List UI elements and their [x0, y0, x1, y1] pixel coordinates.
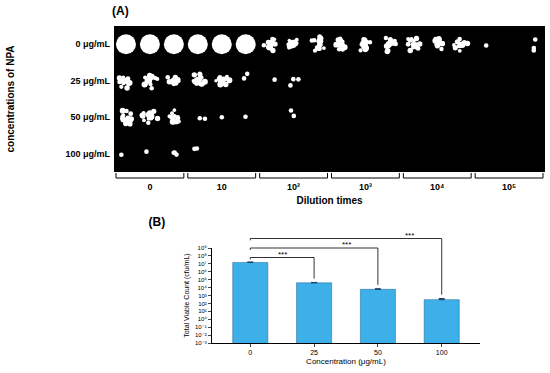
svg-text:10⁴: 10⁴ [198, 285, 208, 291]
svg-text:0: 0 [147, 182, 152, 192]
svg-text:concentrations of NPA: concentrations of NPA [5, 45, 16, 152]
svg-text:Dilution times: Dilution times [296, 195, 363, 206]
svg-text:10⁹: 10⁹ [198, 245, 208, 251]
svg-text:50 μg/mL: 50 μg/mL [70, 112, 110, 122]
svg-text:10⁷: 10⁷ [198, 261, 207, 267]
svg-text:25 μg/mL: 25 μg/mL [70, 76, 110, 86]
svg-text:25: 25 [310, 349, 318, 356]
svg-text:(A): (A) [112, 4, 129, 18]
svg-text:Total Viable Count (cfu/mL): Total Viable Count (cfu/mL) [183, 253, 191, 337]
svg-text:10²: 10² [198, 301, 207, 307]
svg-text:10⁰: 10⁰ [198, 316, 208, 322]
svg-text:100: 100 [436, 349, 448, 356]
svg-text:10⁵: 10⁵ [198, 277, 208, 283]
svg-text:50: 50 [374, 349, 382, 356]
svg-text:10¹: 10¹ [198, 308, 207, 314]
svg-text:0 μg/mL: 0 μg/mL [75, 39, 110, 49]
svg-text:10⁻¹: 10⁻¹ [195, 324, 207, 330]
svg-text:10⁸: 10⁸ [198, 253, 208, 259]
svg-text:100 μg/mL: 100 μg/mL [65, 149, 110, 159]
svg-text:***: *** [278, 250, 287, 259]
svg-text:10³: 10³ [198, 293, 207, 299]
svg-text:10⁻²: 10⁻² [195, 332, 207, 338]
svg-text:10²: 10² [287, 182, 300, 192]
svg-text:10: 10 [217, 182, 227, 192]
svg-text:10⁻³: 10⁻³ [195, 340, 207, 346]
svg-text:0: 0 [248, 349, 252, 356]
svg-text:10⁵: 10⁵ [502, 182, 516, 192]
svg-text:10⁴: 10⁴ [430, 182, 444, 192]
svg-text:***: *** [342, 240, 351, 249]
svg-text:Concentration (μg/mL): Concentration (μg/mL) [306, 357, 386, 366]
svg-text:***: *** [405, 231, 414, 240]
svg-text:10⁶: 10⁶ [198, 269, 208, 275]
svg-text:(B): (B) [149, 215, 166, 229]
svg-text:10³: 10³ [359, 182, 372, 192]
